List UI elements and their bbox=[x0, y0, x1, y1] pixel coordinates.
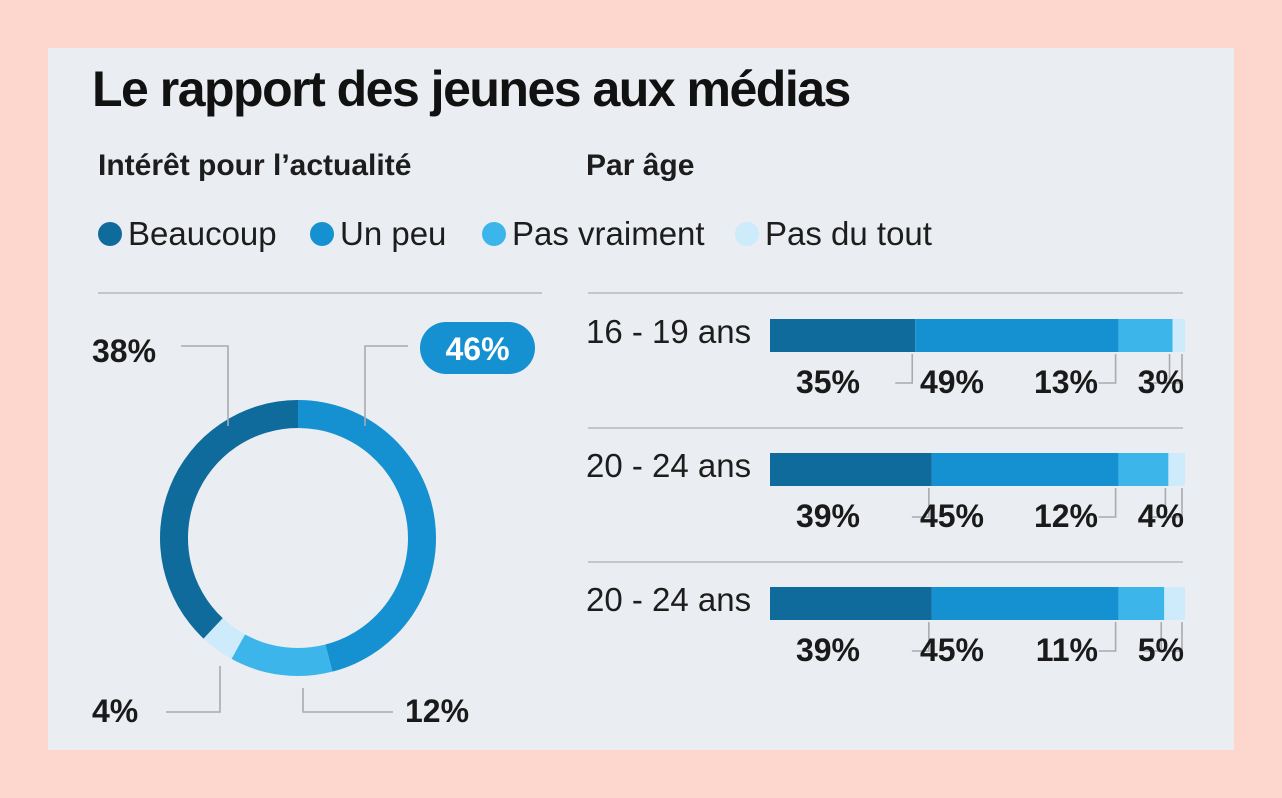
bar-value-0-3: 3% bbox=[1138, 364, 1184, 400]
chart-canvas: Le rapport des jeunes aux médias Intérêt… bbox=[92, 61, 1185, 729]
bar-row-label-2: 20 - 24 ans bbox=[586, 581, 751, 618]
bar-value-1-1: 45% bbox=[920, 498, 984, 534]
legend-label-2: Pas vraiment bbox=[512, 215, 705, 252]
bar-leader-2-2 bbox=[1144, 622, 1163, 652]
donut-slice-1 bbox=[298, 400, 437, 672]
bar-leader-2-0 bbox=[911, 622, 930, 652]
legend-label-1: Un peu bbox=[340, 215, 446, 252]
bar-seg-1-3 bbox=[1168, 453, 1185, 486]
bar-value-1-2: 12% bbox=[1034, 498, 1098, 534]
donut-label-beaucoup: 38% bbox=[92, 333, 156, 369]
legend-label-0: Beaucoup bbox=[128, 215, 277, 252]
donut-label-un-peu: 46% bbox=[445, 331, 509, 367]
bar-value-0-2: 13% bbox=[1034, 364, 1098, 400]
legend-swatch-3 bbox=[735, 222, 759, 246]
bar-leader-2-1 bbox=[1098, 622, 1117, 652]
bar-leader-1-3 bbox=[1165, 488, 1183, 518]
stacked-bar-chart: 16 - 19 ans 35% 49% 13% 3% 20 - 24 ans 39% 45% 1… bbox=[586, 313, 1185, 668]
legend-label-3: Pas du tout bbox=[765, 215, 932, 252]
bar-seg-1-0 bbox=[770, 453, 932, 486]
bar-leader-0-1 bbox=[1098, 354, 1117, 384]
bar-seg-1-2 bbox=[1118, 453, 1169, 486]
donut-slice-3 bbox=[203, 618, 246, 659]
bar-value-1-3: 4% bbox=[1138, 498, 1184, 534]
bar-seg-2-2 bbox=[1118, 587, 1165, 620]
highlight-pill bbox=[420, 322, 535, 374]
leader-38 bbox=[181, 345, 229, 426]
donut-slice-0 bbox=[160, 400, 298, 639]
bar-seg-0-2 bbox=[1118, 319, 1173, 352]
bar-value-0-0: 35% bbox=[796, 364, 860, 400]
bar-leader-1-0 bbox=[911, 488, 930, 518]
bar-leader-0-3 bbox=[1165, 354, 1183, 384]
legend-swatch-0 bbox=[98, 222, 122, 246]
legend: Beaucoup Un peu Pas vraiment Pas du tout bbox=[98, 215, 932, 252]
donut-chart: 46% 38% 12% 4% bbox=[92, 322, 535, 729]
donut-subtitle: Intérêt pour l’actualité bbox=[98, 149, 411, 182]
infographic-card: Le rapport des jeunes aux médias Intérêt… bbox=[48, 48, 1234, 750]
bar-seg-2-1 bbox=[931, 587, 1119, 620]
bar-seg-0-0 bbox=[770, 319, 916, 352]
legend-swatch-2 bbox=[482, 222, 506, 246]
bar-leader-0-0 bbox=[895, 354, 914, 384]
bar-leader-2-3 bbox=[1165, 622, 1183, 652]
bar-seg-2-3 bbox=[1164, 587, 1185, 620]
leader-4 bbox=[166, 666, 221, 713]
bar-value-2-2: 11% bbox=[1036, 632, 1098, 668]
bar-seg-0-3 bbox=[1172, 319, 1185, 352]
leader-12 bbox=[302, 688, 393, 713]
bar-value-2-1: 45% bbox=[920, 632, 984, 668]
legend-swatch-1 bbox=[310, 222, 334, 246]
bar-value-0-1: 49% bbox=[920, 364, 984, 400]
bar-value-1-0: 39% bbox=[796, 498, 860, 534]
bar-seg-1-1 bbox=[931, 453, 1119, 486]
bar-row-label-1: 20 - 24 ans bbox=[586, 447, 751, 484]
donut-label-pas-du-tout: 4% bbox=[92, 693, 138, 729]
bars-subtitle: Par âge bbox=[586, 149, 694, 182]
donut-label-pas-vraiment: 12% bbox=[405, 693, 469, 729]
bar-seg-2-0 bbox=[770, 587, 932, 620]
chart-title: Le rapport des jeunes aux médias bbox=[92, 61, 850, 117]
bar-value-2-3: 5% bbox=[1138, 632, 1184, 668]
donut-slice-2 bbox=[231, 634, 333, 676]
leader-46 bbox=[364, 345, 408, 426]
bar-seg-0-1 bbox=[915, 319, 1119, 352]
bar-leader-1-1 bbox=[1098, 488, 1117, 518]
bar-row-label-0: 16 - 19 ans bbox=[586, 313, 751, 350]
bar-value-2-0: 39% bbox=[796, 632, 860, 668]
